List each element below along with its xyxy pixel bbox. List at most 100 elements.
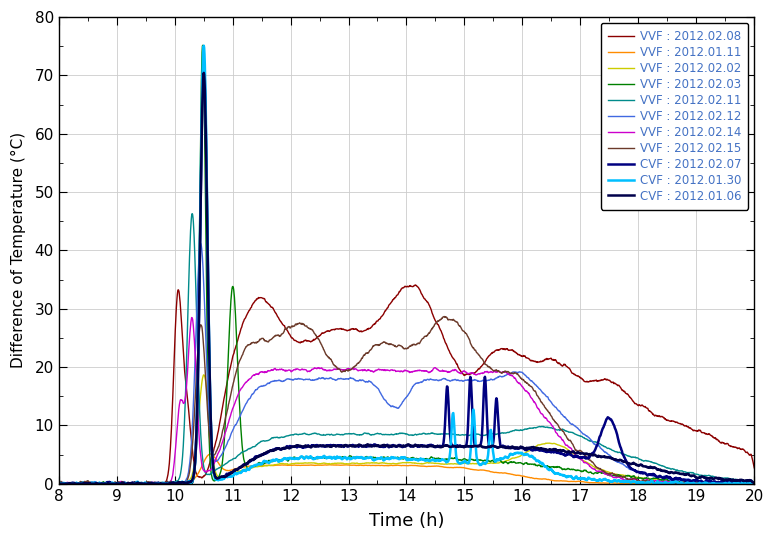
VVF : 2012.02.02: (10.5, 18.7): 2012.02.02: (10.5, 18.7) xyxy=(199,372,208,378)
VVF : 2012.02.02: (19.7, 0.0993): 2012.02.02: (19.7, 0.0993) xyxy=(730,480,739,486)
VVF : 2012.02.11: (13.5, 8.54): 2012.02.11: (13.5, 8.54) xyxy=(374,431,384,437)
VVF : 2012.02.15: (17.5, 1.73): 2012.02.15: (17.5, 1.73) xyxy=(602,470,611,477)
Line: VVF : 2012.02.14: VVF : 2012.02.14 xyxy=(59,318,754,484)
VVF : 2012.02.08: (20, 2.71): 2012.02.08: (20, 2.71) xyxy=(749,465,759,471)
VVF : 2012.02.03: (19.7, 0.123): 2012.02.03: (19.7, 0.123) xyxy=(730,480,739,486)
VVF : 2012.01.11: (20, 0.0715): 2012.01.11: (20, 0.0715) xyxy=(749,480,759,486)
VVF : 2012.02.15: (20, 0.0564): 2012.02.15: (20, 0.0564) xyxy=(749,480,759,486)
VVF : 2012.02.12: (19.7, 0.0141): 2012.02.12: (19.7, 0.0141) xyxy=(730,480,739,487)
VVF : 2012.02.03: (13.5, 4.34): 2012.02.03: (13.5, 4.34) xyxy=(374,455,384,461)
VVF : 2012.02.12: (8.62, 0.303): 2012.02.12: (8.62, 0.303) xyxy=(90,479,99,485)
CVF : 2012.01.30: (17.5, 0.57): 2012.01.30: (17.5, 0.57) xyxy=(602,477,611,484)
CVF : 2012.02.07: (8.62, 0.0413): 2012.02.07: (8.62, 0.0413) xyxy=(90,480,99,487)
VVF : 2012.02.11: (19.7, 0.737): 2012.02.11: (19.7, 0.737) xyxy=(730,476,739,483)
Y-axis label: Difference of Temperature (°C): Difference of Temperature (°C) xyxy=(11,133,26,368)
CVF : 2012.01.06: (19.7, 0.546): 2012.01.06: (19.7, 0.546) xyxy=(729,477,739,484)
CVF : 2012.01.30: (8, 0.0594): 2012.01.30: (8, 0.0594) xyxy=(54,480,64,486)
CVF : 2012.01.30: (8.62, 0.141): 2012.01.30: (8.62, 0.141) xyxy=(90,480,99,486)
CVF : 2012.02.07: (13.5, 6.38): 2012.02.07: (13.5, 6.38) xyxy=(374,443,384,450)
VVF : 2012.01.11: (19.7, 0.0523): 2012.01.11: (19.7, 0.0523) xyxy=(730,480,739,487)
Legend: VVF : 2012.02.08, VVF : 2012.01.11, VVF : 2012.02.02, VVF : 2012.02.03, VVF : 20: VVF : 2012.02.08, VVF : 2012.01.11, VVF … xyxy=(601,23,749,210)
VVF : 2012.02.08: (13.8, 32.4): 2012.02.08: (13.8, 32.4) xyxy=(393,292,402,298)
VVF : 2012.02.15: (19.7, 0.0775): 2012.02.15: (19.7, 0.0775) xyxy=(730,480,739,486)
VVF : 2012.02.14: (8, 0): 2012.02.14: (8, 0) xyxy=(54,480,64,487)
CVF : 2012.01.06: (20, 0.0489): 2012.01.06: (20, 0.0489) xyxy=(749,480,759,487)
VVF : 2012.02.11: (20, 0.27): 2012.02.11: (20, 0.27) xyxy=(749,479,759,485)
VVF : 2012.01.11: (19.7, 0.0667): 2012.01.11: (19.7, 0.0667) xyxy=(729,480,739,486)
VVF : 2012.02.14: (13.8, 19.3): 2012.02.14: (13.8, 19.3) xyxy=(393,368,402,374)
CVF : 2012.02.07: (8.01, 0): 2012.02.07: (8.01, 0) xyxy=(54,480,64,487)
VVF : 2012.02.12: (13.5, 16): 2012.02.12: (13.5, 16) xyxy=(374,387,384,394)
VVF : 2012.02.15: (19.7, 0.207): 2012.02.15: (19.7, 0.207) xyxy=(730,479,739,486)
CVF : 2012.02.07: (17.5, 11.2): 2012.02.07: (17.5, 11.2) xyxy=(602,415,611,422)
VVF : 2012.02.02: (20, 0): 2012.02.02: (20, 0) xyxy=(749,480,759,487)
VVF : 2012.02.08: (13.5, 28.2): 2012.02.08: (13.5, 28.2) xyxy=(374,316,384,323)
VVF : 2012.01.11: (8.61, 0.0438): 2012.01.11: (8.61, 0.0438) xyxy=(90,480,99,487)
Line: CVF : 2012.01.06: CVF : 2012.01.06 xyxy=(59,73,754,484)
VVF : 2012.02.08: (19.7, 6.25): 2012.02.08: (19.7, 6.25) xyxy=(730,444,739,451)
VVF : 2012.01.11: (10.6, 5.11): 2012.01.11: (10.6, 5.11) xyxy=(205,451,215,457)
VVF : 2012.02.03: (20, 0): 2012.02.03: (20, 0) xyxy=(749,480,759,487)
CVF : 2012.01.06: (8, 0): 2012.01.06: (8, 0) xyxy=(54,480,64,487)
VVF : 2012.02.02: (8.14, 0): 2012.02.02: (8.14, 0) xyxy=(62,480,71,487)
CVF : 2012.02.07: (20, 0.138): 2012.02.07: (20, 0.138) xyxy=(749,480,759,486)
VVF : 2012.02.08: (8.01, 0): 2012.02.08: (8.01, 0) xyxy=(55,480,64,487)
VVF : 2012.02.14: (19.7, 0): 2012.02.14: (19.7, 0) xyxy=(729,480,739,487)
VVF : 2012.02.15: (8, 0.307): 2012.02.15: (8, 0.307) xyxy=(54,479,64,485)
VVF : 2012.02.12: (8, 0.152): 2012.02.12: (8, 0.152) xyxy=(54,479,64,486)
X-axis label: Time (h): Time (h) xyxy=(369,512,444,530)
VVF : 2012.02.03: (8, 0): 2012.02.03: (8, 0) xyxy=(54,480,64,487)
VVF : 2012.02.11: (19.7, 0.694): 2012.02.11: (19.7, 0.694) xyxy=(730,477,739,483)
VVF : 2012.02.14: (8.61, 0.0504): 2012.02.14: (8.61, 0.0504) xyxy=(90,480,99,487)
VVF : 2012.02.02: (8, 0.0067): 2012.02.02: (8, 0.0067) xyxy=(54,480,64,487)
CVF : 2012.02.07: (19.7, 0.362): 2012.02.07: (19.7, 0.362) xyxy=(730,478,739,485)
CVF : 2012.02.07: (10.5, 72.2): 2012.02.07: (10.5, 72.2) xyxy=(199,59,208,65)
VVF : 2012.02.15: (13.5, 23.8): 2012.02.15: (13.5, 23.8) xyxy=(374,341,384,348)
VVF : 2012.02.03: (17.5, 1.6): 2012.02.03: (17.5, 1.6) xyxy=(602,471,611,478)
VVF : 2012.02.15: (13.8, 23.6): 2012.02.15: (13.8, 23.6) xyxy=(393,343,402,349)
VVF : 2012.01.11: (8, 0): 2012.01.11: (8, 0) xyxy=(54,480,64,487)
VVF : 2012.01.11: (13.8, 3.17): 2012.01.11: (13.8, 3.17) xyxy=(393,462,402,469)
CVF : 2012.01.06: (19.7, 0.508): 2012.01.06: (19.7, 0.508) xyxy=(730,478,739,484)
VVF : 2012.02.11: (10.3, 46.3): 2012.02.11: (10.3, 46.3) xyxy=(188,210,197,217)
CVF : 2012.02.07: (19.7, 0.291): 2012.02.07: (19.7, 0.291) xyxy=(730,479,739,485)
CVF : 2012.01.06: (13.8, 6.42): 2012.01.06: (13.8, 6.42) xyxy=(393,443,402,450)
VVF : 2012.02.14: (13.5, 19.6): 2012.02.14: (13.5, 19.6) xyxy=(374,366,384,372)
VVF : 2012.02.08: (17.5, 17.9): 2012.02.08: (17.5, 17.9) xyxy=(602,376,611,382)
VVF : 2012.02.12: (10.4, 41.2): 2012.02.12: (10.4, 41.2) xyxy=(196,240,205,247)
Line: VVF : 2012.02.08: VVF : 2012.02.08 xyxy=(59,285,754,484)
CVF : 2012.01.30: (13.8, 4.34): 2012.01.30: (13.8, 4.34) xyxy=(393,455,402,461)
CVF : 2012.01.06: (10.5, 70.4): 2012.01.06: (10.5, 70.4) xyxy=(199,70,208,76)
VVF : 2012.02.02: (13.5, 3.48): 2012.02.02: (13.5, 3.48) xyxy=(374,460,384,467)
VVF : 2012.02.11: (8.01, 0): 2012.02.11: (8.01, 0) xyxy=(55,480,64,487)
VVF : 2012.02.12: (19.7, 0.0156): 2012.02.12: (19.7, 0.0156) xyxy=(730,480,739,487)
Line: VVF : 2012.02.02: VVF : 2012.02.02 xyxy=(59,375,754,484)
VVF : 2012.02.02: (13.8, 3.46): 2012.02.02: (13.8, 3.46) xyxy=(393,460,402,467)
VVF : 2012.02.14: (19.7, 0.00968): 2012.02.14: (19.7, 0.00968) xyxy=(730,480,739,487)
VVF : 2012.01.11: (17.5, 0.104): 2012.01.11: (17.5, 0.104) xyxy=(602,480,611,486)
CVF : 2012.01.30: (13.5, 4.33): 2012.01.30: (13.5, 4.33) xyxy=(374,455,384,461)
VVF : 2012.02.02: (17.5, 2.06): 2012.02.02: (17.5, 2.06) xyxy=(602,469,611,475)
VVF : 2012.02.12: (13.8, 12.9): 2012.02.12: (13.8, 12.9) xyxy=(393,405,402,412)
VVF : 2012.02.12: (17.5, 5.25): 2012.02.12: (17.5, 5.25) xyxy=(602,450,611,456)
CVF : 2012.02.07: (8, 0.0327): 2012.02.07: (8, 0.0327) xyxy=(54,480,64,487)
Line: VVF : 2012.02.11: VVF : 2012.02.11 xyxy=(59,214,754,484)
VVF : 2012.02.14: (17.5, 1.57): 2012.02.14: (17.5, 1.57) xyxy=(602,471,611,478)
CVF : 2012.01.06: (17.5, 4.55): 2012.01.06: (17.5, 4.55) xyxy=(602,454,611,460)
CVF : 2012.01.30: (8.04, 0): 2012.01.30: (8.04, 0) xyxy=(56,480,65,487)
VVF : 2012.02.08: (8.62, 0.152): 2012.02.08: (8.62, 0.152) xyxy=(90,479,99,486)
VVF : 2012.02.03: (8.61, 0): 2012.02.03: (8.61, 0) xyxy=(90,480,99,487)
VVF : 2012.02.03: (19.7, 0.111): 2012.02.03: (19.7, 0.111) xyxy=(729,480,739,486)
VVF : 2012.02.08: (8, 0.0296): 2012.02.08: (8, 0.0296) xyxy=(54,480,64,487)
VVF : 2012.02.11: (17.5, 6.1): 2012.02.11: (17.5, 6.1) xyxy=(602,445,611,451)
Line: VVF : 2012.02.03: VVF : 2012.02.03 xyxy=(59,45,754,484)
VVF : 2012.02.12: (8.13, 0): 2012.02.12: (8.13, 0) xyxy=(61,480,71,487)
VVF : 2012.02.03: (13.8, 4.45): 2012.02.03: (13.8, 4.45) xyxy=(393,454,402,461)
Line: CVF : 2012.02.07: CVF : 2012.02.07 xyxy=(59,62,754,484)
Line: VVF : 2012.01.11: VVF : 2012.01.11 xyxy=(59,454,754,484)
VVF : 2012.02.11: (8, 0.0251): 2012.02.11: (8, 0.0251) xyxy=(54,480,64,487)
CVF : 2012.01.30: (19.7, 0.121): 2012.01.30: (19.7, 0.121) xyxy=(730,480,739,486)
VVF : 2012.02.15: (8.08, 0): 2012.02.15: (8.08, 0) xyxy=(59,480,68,487)
VVF : 2012.02.08: (14.2, 34.1): 2012.02.08: (14.2, 34.1) xyxy=(411,282,420,288)
Line: VVF : 2012.02.12: VVF : 2012.02.12 xyxy=(59,243,754,484)
